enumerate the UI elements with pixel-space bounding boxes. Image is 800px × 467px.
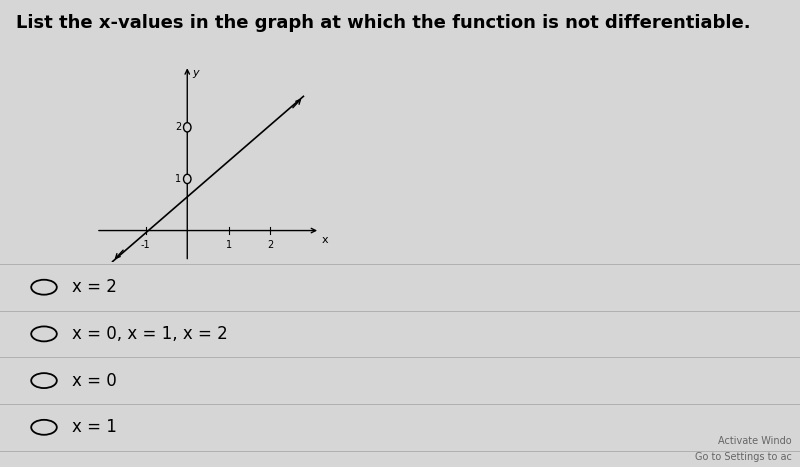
Text: List the x-values in the graph at which the function is not differentiable.: List the x-values in the graph at which …: [16, 14, 750, 32]
Text: x = 1: x = 1: [72, 418, 117, 436]
Text: 1: 1: [175, 174, 181, 184]
Text: x = 0, x = 1, x = 2: x = 0, x = 1, x = 2: [72, 325, 228, 343]
Text: Go to Settings to ac: Go to Settings to ac: [695, 453, 792, 462]
Text: x: x: [322, 235, 329, 245]
Text: 2: 2: [174, 122, 181, 132]
Text: 2: 2: [267, 240, 274, 250]
Text: y: y: [192, 68, 199, 78]
Text: Activate Windo: Activate Windo: [718, 436, 792, 446]
Circle shape: [183, 174, 191, 184]
Text: 1: 1: [226, 240, 232, 250]
Text: x = 0: x = 0: [72, 372, 117, 389]
Circle shape: [183, 123, 191, 132]
Text: -1: -1: [141, 240, 150, 250]
Text: x = 2: x = 2: [72, 278, 117, 296]
